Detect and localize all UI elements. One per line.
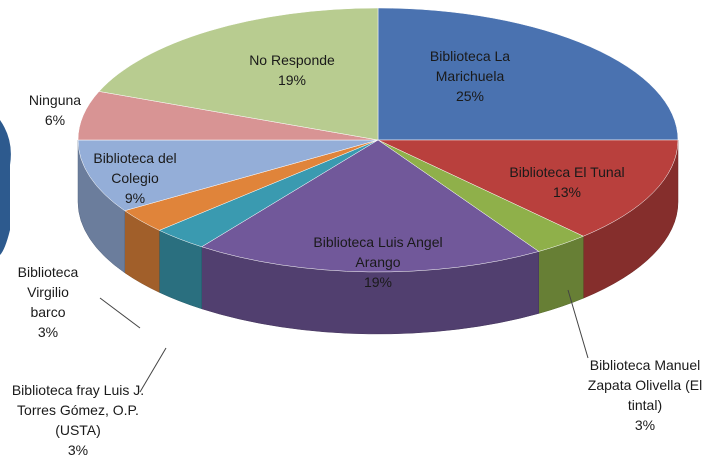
pie-sides xyxy=(77,139,679,335)
slice-label: Biblioteca del Colegio 9% xyxy=(75,148,195,208)
slice xyxy=(201,139,540,273)
slice xyxy=(377,139,679,237)
slice-value: 19% xyxy=(363,274,393,290)
slice-value: 3% xyxy=(37,324,59,340)
pie-tops xyxy=(77,7,679,273)
leader-line xyxy=(567,289,589,359)
slice-label: Biblioteca Virgilio barco 3% xyxy=(8,262,88,342)
slice-name: Biblioteca La Marichuela xyxy=(429,48,511,84)
slice-label: No Responde 19% xyxy=(227,50,357,90)
slice-name: No Responde xyxy=(249,52,335,68)
slice-name: Biblioteca Virgilio barco xyxy=(17,264,79,320)
slice-value: 6% xyxy=(44,112,66,128)
slice-value: 25% xyxy=(455,88,485,104)
slice-label: Biblioteca fray Luis J. Torres Gómez, O.… xyxy=(3,380,153,460)
slice-name: Biblioteca Manuel Zapata Olivella (El ti… xyxy=(587,357,703,413)
slice-value: 9% xyxy=(124,190,146,206)
leader-line xyxy=(139,347,167,393)
slice-name: Ninguna xyxy=(28,92,82,108)
slice-name: Biblioteca del Colegio xyxy=(93,150,177,186)
slice-label: Biblioteca Luis Angel Arango 19% xyxy=(298,232,458,292)
slice-name: Biblioteca El Tunal xyxy=(509,164,625,180)
slice-label: Biblioteca El Tunal 13% xyxy=(492,162,642,202)
slice-name: Biblioteca Luis Angel Arango xyxy=(313,234,443,270)
slice xyxy=(377,7,679,141)
neighbor-chart-edge xyxy=(0,120,11,255)
leader-line xyxy=(99,297,141,329)
slice-label: Biblioteca Manuel Zapata Olivella (El ti… xyxy=(570,355,720,435)
slice-value: 3% xyxy=(67,442,89,458)
slice xyxy=(77,139,379,212)
slice-value: 3% xyxy=(634,417,656,433)
slice-value: 13% xyxy=(552,184,582,200)
slice-name: Biblioteca fray Luis J. Torres Gómez, O.… xyxy=(11,382,145,438)
slice xyxy=(98,7,379,141)
slice-label: Biblioteca La Marichuela 25% xyxy=(405,46,535,106)
slice-value: 19% xyxy=(277,72,307,88)
slice-label: Ninguna 6% xyxy=(15,90,95,130)
